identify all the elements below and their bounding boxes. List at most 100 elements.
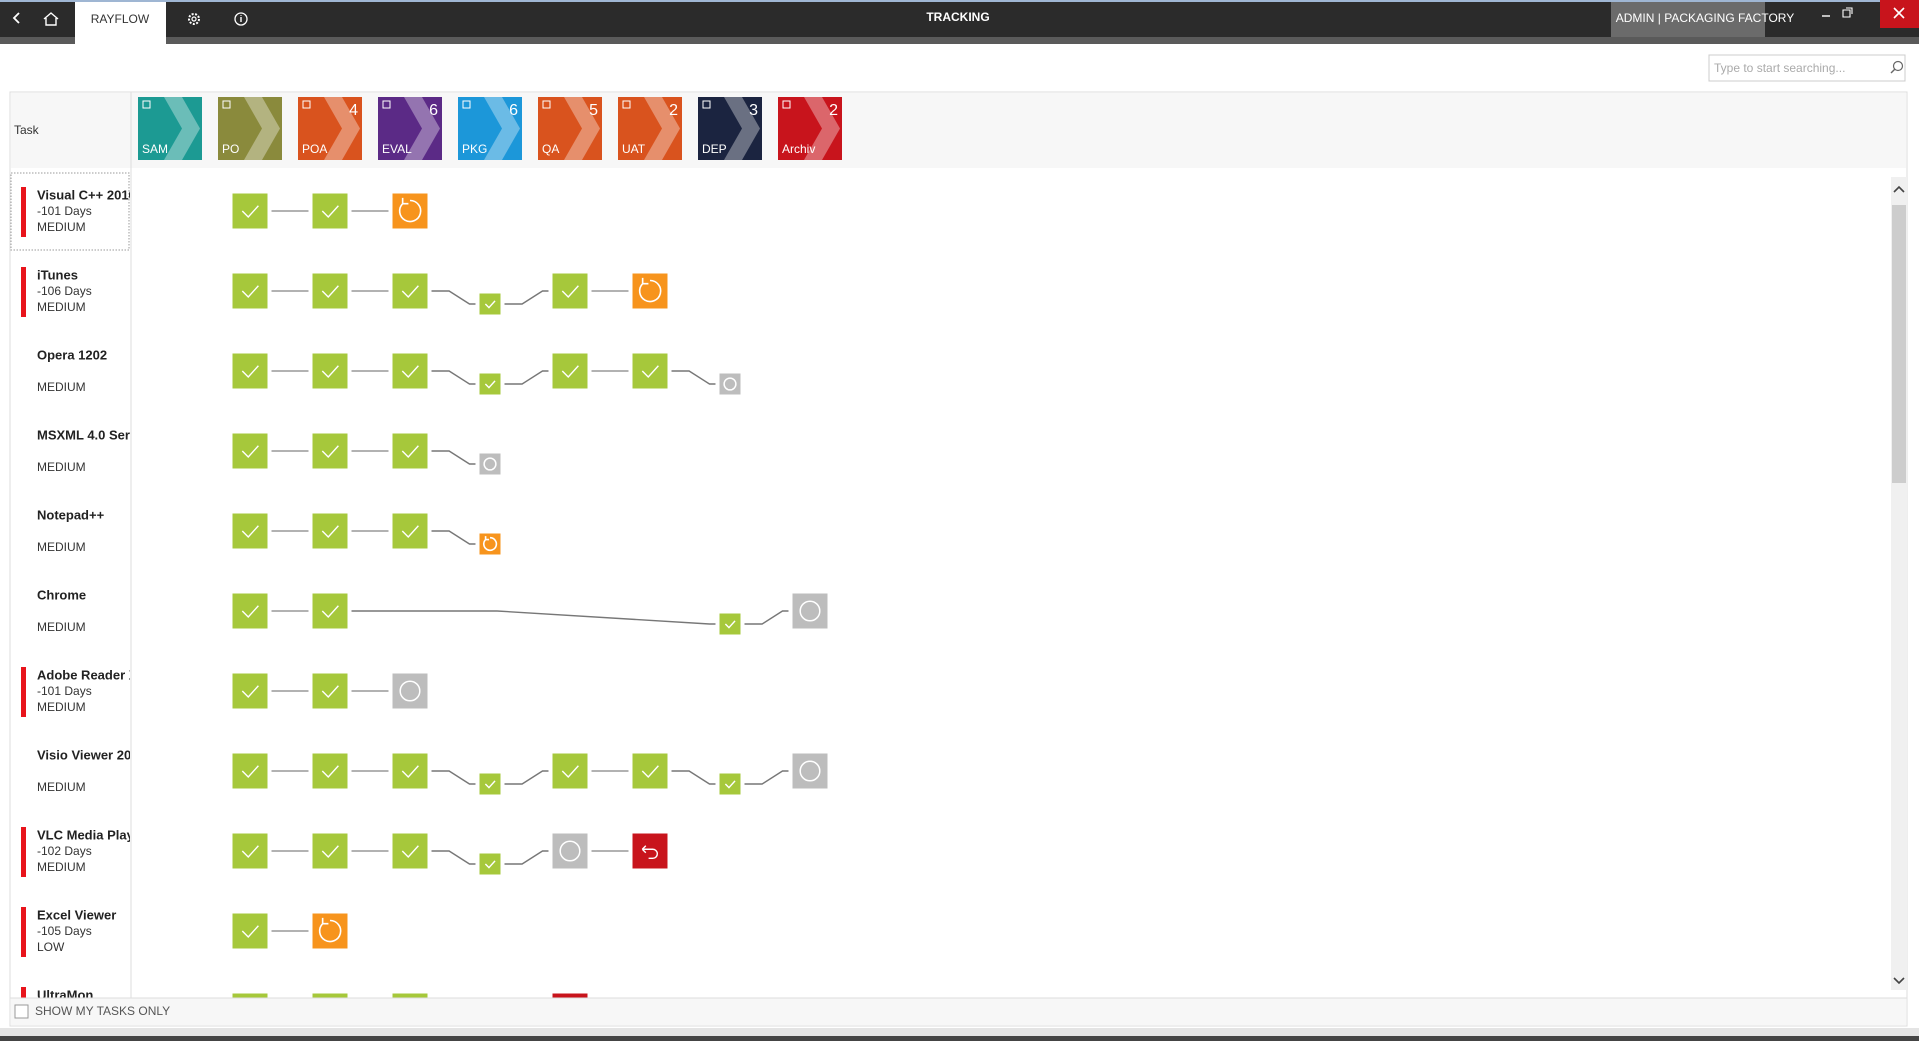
- step-pending[interactable]: [792, 593, 828, 629]
- step-box[interactable]: [312, 753, 348, 789]
- stage-label[interactable]: EVAL: [382, 142, 412, 156]
- step-box[interactable]: [792, 593, 828, 629]
- step-done[interactable]: [719, 773, 741, 795]
- step-box[interactable]: [232, 593, 268, 629]
- stage-count[interactable]: 4: [349, 102, 358, 119]
- step-box[interactable]: [632, 353, 668, 389]
- step-box[interactable]: [632, 273, 668, 309]
- task-cell[interactable]: Chrome MEDIUM: [37, 587, 86, 634]
- stage-label[interactable]: POA: [302, 142, 327, 156]
- step-box[interactable]: [719, 373, 741, 395]
- step-box[interactable]: [552, 353, 588, 389]
- step-done[interactable]: [232, 513, 268, 549]
- stage-tile[interactable]: Archiv 2: [778, 97, 842, 160]
- stage-tile[interactable]: SAM: [138, 97, 202, 160]
- step-done[interactable]: [312, 273, 348, 309]
- stage-label[interactable]: PO: [222, 142, 239, 156]
- search-icon[interactable]: [1890, 60, 1904, 74]
- step-done[interactable]: [312, 193, 348, 229]
- step-progress[interactable]: [479, 533, 501, 555]
- step-done[interactable]: [312, 433, 348, 469]
- step-box[interactable]: [552, 993, 588, 1029]
- step-done[interactable]: [312, 753, 348, 789]
- step-box[interactable]: [392, 833, 428, 869]
- step-pending[interactable]: [792, 753, 828, 789]
- step-done[interactable]: [392, 993, 428, 1029]
- task-name[interactable]: iTunes: [37, 267, 78, 282]
- step-box[interactable]: [479, 453, 501, 475]
- step-done[interactable]: [312, 593, 348, 629]
- user-box[interactable]: [1611, 2, 1765, 37]
- step-done[interactable]: [232, 433, 268, 469]
- step-box[interactable]: [232, 273, 268, 309]
- step-box[interactable]: [312, 273, 348, 309]
- step-done[interactable]: [312, 353, 348, 389]
- task-name[interactable]: UltraMon: [37, 987, 93, 1002]
- step-box[interactable]: [232, 833, 268, 869]
- step-done[interactable]: [552, 273, 588, 309]
- step-box[interactable]: [232, 753, 268, 789]
- step-box[interactable]: [479, 533, 501, 555]
- step-box[interactable]: [479, 293, 501, 315]
- stage-tile[interactable]: QA 5: [538, 97, 602, 160]
- step-rejected[interactable]: [632, 833, 668, 869]
- step-box[interactable]: [312, 673, 348, 709]
- task-cell[interactable]: Excel Viewer -105 Days LOW: [21, 907, 116, 957]
- restore-button[interactable]: [1842, 7, 1853, 18]
- task-cell[interactable]: iTunes -106 Days MEDIUM: [21, 267, 92, 317]
- step-box[interactable]: [312, 593, 348, 629]
- step-done[interactable]: [479, 853, 501, 875]
- step-box[interactable]: [312, 353, 348, 389]
- task-cell[interactable]: VLC Media Playe -102 Days MEDIUM: [21, 827, 141, 877]
- step-box[interactable]: [312, 433, 348, 469]
- filter-checkbox[interactable]: [14, 1004, 29, 1019]
- stage-label[interactable]: DEP: [702, 142, 727, 156]
- step-box[interactable]: [392, 513, 428, 549]
- task-cell[interactable]: MSXML 4.0 Serv MEDIUM: [37, 427, 138, 474]
- user-label[interactable]: ADMIN | PACKAGING FACTORY: [1616, 11, 1794, 25]
- step-box[interactable]: [552, 273, 588, 309]
- task-name[interactable]: Adobe Reader XI: [37, 667, 141, 682]
- step-done[interactable]: [392, 833, 428, 869]
- stage-tile[interactable]: UAT 2: [618, 97, 682, 160]
- task-name[interactable]: MSXML 4.0 Serv: [37, 427, 138, 442]
- tab[interactable]: [75, 2, 166, 44]
- task-cell[interactable]: Adobe Reader XI -101 Days MEDIUM: [21, 667, 141, 717]
- task-cell[interactable]: UltraMon: [21, 987, 93, 1037]
- step-box[interactable]: [552, 833, 588, 869]
- step-box[interactable]: [392, 273, 428, 309]
- step-done[interactable]: [632, 753, 668, 789]
- step-box[interactable]: [479, 773, 501, 795]
- step-done[interactable]: [232, 913, 268, 949]
- step-done[interactable]: [232, 593, 268, 629]
- step-box[interactable]: [552, 753, 588, 789]
- stage-count[interactable]: 2: [669, 102, 678, 119]
- stage-count[interactable]: 6: [429, 102, 438, 119]
- task-name[interactable]: Excel Viewer: [37, 907, 116, 922]
- step-pending[interactable]: [719, 373, 741, 395]
- step-box[interactable]: [719, 773, 741, 795]
- stage-label[interactable]: QA: [542, 142, 559, 156]
- search-box[interactable]: [1708, 54, 1906, 82]
- step-box[interactable]: [719, 613, 741, 635]
- step-box[interactable]: [392, 353, 428, 389]
- step-done[interactable]: [232, 193, 268, 229]
- step-box[interactable]: [479, 853, 501, 875]
- search-placeholder[interactable]: Type to start searching...: [1714, 61, 1845, 75]
- step-box[interactable]: [479, 373, 501, 395]
- stage-label[interactable]: Archiv: [782, 142, 815, 156]
- step-done[interactable]: [479, 293, 501, 315]
- step-box[interactable]: [312, 913, 348, 949]
- task-name[interactable]: Visual C++ 2010: [37, 187, 136, 202]
- scroll-down[interactable]: [1893, 977, 1905, 985]
- step-done[interactable]: [392, 353, 428, 389]
- step-done[interactable]: [312, 513, 348, 549]
- task-cell[interactable]: Opera 1202 MEDIUM: [37, 347, 107, 394]
- step-box[interactable]: [312, 513, 348, 549]
- step-box[interactable]: [392, 753, 428, 789]
- settings-button[interactable]: [188, 13, 200, 25]
- step-box[interactable]: [392, 433, 428, 469]
- home-button[interactable]: [43, 12, 59, 26]
- step-done[interactable]: [479, 373, 501, 395]
- scroll-up[interactable]: [1893, 185, 1905, 193]
